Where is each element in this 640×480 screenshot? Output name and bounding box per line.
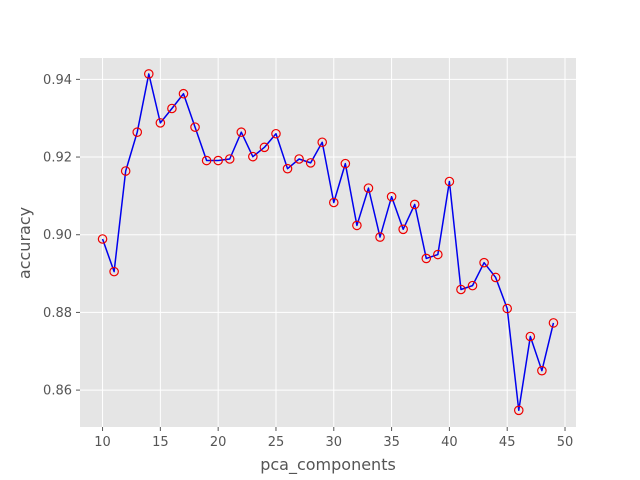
data-point <box>132 127 143 137</box>
data-point <box>433 249 443 260</box>
data-point <box>340 158 351 169</box>
grid <box>80 58 576 427</box>
y-axis-ticks: 0.86 0.88 0.90 0.92 0.94 <box>43 73 80 399</box>
data-point <box>190 122 200 132</box>
x-axis-ticks: 10 15 20 25 30 35 40 45 50 <box>94 427 573 450</box>
data-point <box>398 224 408 235</box>
x-tick-label: 15 <box>152 435 169 450</box>
plot-area <box>80 58 576 427</box>
data-point <box>282 163 293 174</box>
data-point <box>352 220 362 231</box>
data-point <box>167 103 177 114</box>
data-point <box>236 127 247 137</box>
y-tick-label: 0.92 <box>43 151 72 166</box>
x-tick-label: 30 <box>326 435 343 450</box>
data-point <box>201 155 212 166</box>
data-point <box>143 69 154 79</box>
data-point <box>271 128 281 139</box>
x-tick-label: 50 <box>557 435 574 450</box>
data-point <box>97 234 108 244</box>
data-point <box>328 197 339 208</box>
series-line <box>101 73 555 412</box>
y-tick-label: 0.94 <box>43 73 72 88</box>
data-point <box>502 303 513 314</box>
data-point <box>421 253 432 264</box>
data-point <box>317 137 328 148</box>
data-point <box>525 331 536 342</box>
data-point <box>375 232 385 242</box>
data-point <box>259 142 270 153</box>
data-point <box>155 118 166 128</box>
data-point <box>213 155 223 166</box>
data-point <box>409 199 420 210</box>
x-axis-label: pca_components <box>260 455 396 475</box>
data-point <box>178 88 189 99</box>
series-layer <box>97 69 559 416</box>
data-point <box>294 154 304 164</box>
x-tick-label: 40 <box>441 435 458 450</box>
x-tick-label: 35 <box>383 435 400 450</box>
data-point <box>548 318 559 328</box>
data-point <box>490 272 501 283</box>
data-point <box>467 280 478 291</box>
data-point <box>386 191 397 202</box>
data-point <box>444 176 455 187</box>
data-point <box>479 257 489 268</box>
data-point <box>248 151 258 162</box>
x-tick-label: 25 <box>268 435 285 450</box>
y-tick-label: 0.90 <box>43 228 72 243</box>
data-point <box>537 365 547 376</box>
data-point <box>456 284 466 295</box>
x-tick-label: 45 <box>499 435 516 450</box>
data-point <box>513 405 524 416</box>
data-point <box>363 183 374 193</box>
x-tick-label: 20 <box>210 435 227 450</box>
data-point <box>305 158 316 168</box>
data-point <box>109 266 119 277</box>
data-point <box>224 154 235 164</box>
x-tick-label: 10 <box>94 435 111 450</box>
y-tick-label: 0.86 <box>43 384 72 399</box>
y-tick-label: 0.88 <box>43 306 72 321</box>
data-point <box>120 166 131 176</box>
y-axis-label: accuracy <box>15 207 34 279</box>
